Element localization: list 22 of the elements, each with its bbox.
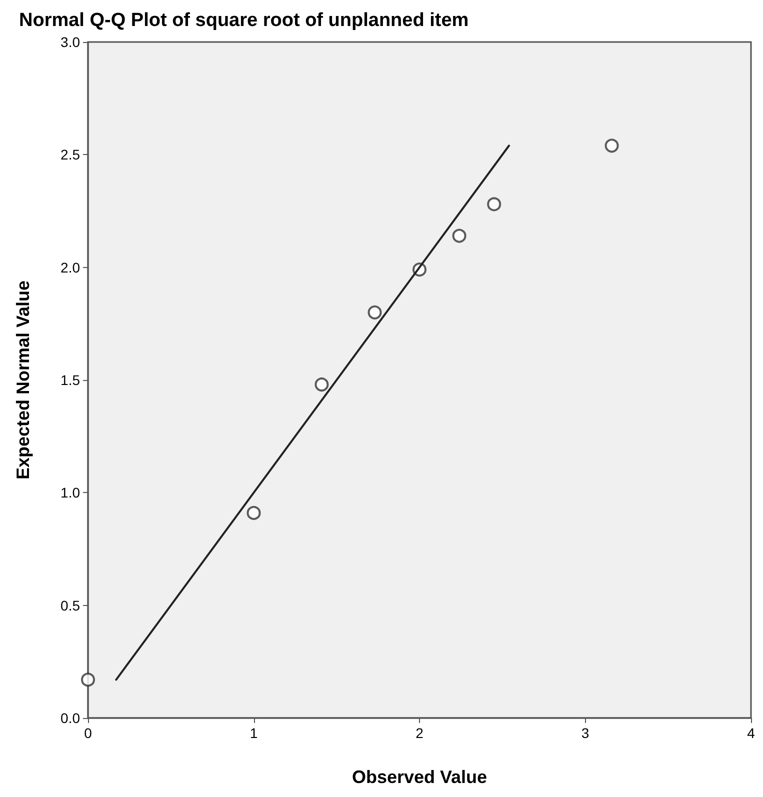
point xyxy=(487,197,502,212)
y-tick-label: 0.5 xyxy=(60,597,80,614)
x-tick-label: 3 xyxy=(581,725,590,741)
x-tick-label: 1 xyxy=(250,725,258,741)
x-tick-label: 2 xyxy=(416,725,424,741)
y-tick-label: 1.5 xyxy=(60,372,80,388)
y-tick-label: 3.0 xyxy=(60,34,80,50)
x-tick-label: 0 xyxy=(84,725,92,741)
point xyxy=(246,506,261,520)
y-tick-label: 2.5 xyxy=(60,146,80,163)
y-tick-label: 1.0 xyxy=(60,484,80,501)
y-tick-label: 0.0 xyxy=(60,710,80,726)
y-axis-title: Expected Normal Value xyxy=(13,280,33,480)
x-axis-title: Observed Value xyxy=(352,767,488,787)
point xyxy=(604,138,619,153)
chart-title: Normal Q-Q Plot of square root of unplanned item xyxy=(19,10,469,31)
point xyxy=(81,672,95,687)
x-tick-label: 4 xyxy=(747,725,756,741)
y-tick-label: 2.0 xyxy=(60,259,80,276)
point xyxy=(452,228,466,243)
point xyxy=(368,305,382,320)
point xyxy=(314,378,329,392)
